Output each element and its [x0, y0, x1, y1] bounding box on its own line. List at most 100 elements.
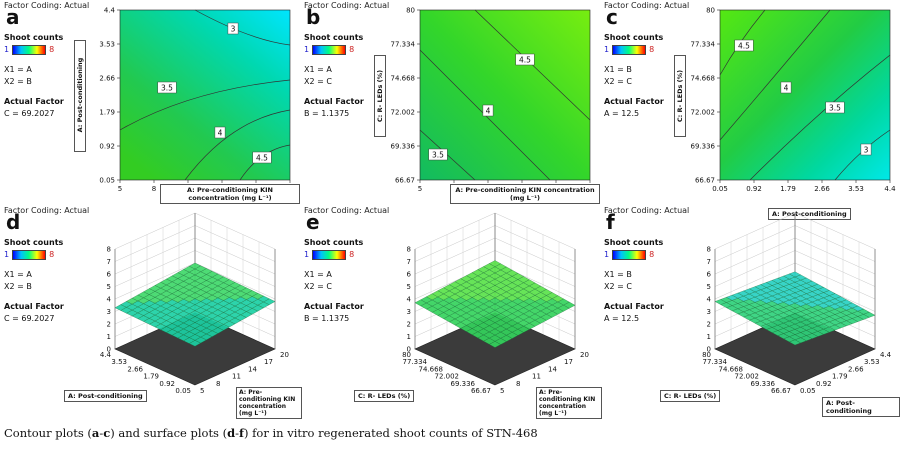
y-tick-label: 3.53 [99, 41, 115, 49]
legend-title: Shoot counts [304, 238, 364, 247]
factor-coding-header: Factor Coding: Actual [604, 206, 690, 215]
svg-text:3.5: 3.5 [829, 104, 841, 113]
actual-factor-value: B = 1.1375 [304, 109, 350, 118]
figure-caption: Contour plots (a-c) and surface plots (d… [4, 426, 538, 440]
y-axis-label-text: C: R- LEDs (%) [664, 392, 717, 400]
factor-coding-header: Factor Coding: Actual [604, 1, 690, 10]
y-tick-label: 1.79 [143, 373, 159, 381]
z-tick-label: 4 [407, 296, 412, 304]
y-tick-label: 74.668 [691, 75, 716, 83]
x-tick-label: 20 [580, 351, 589, 359]
legend-min: 1 [4, 250, 10, 259]
actual-factor-title: Actual Factor [604, 302, 664, 311]
x-tick-label: 0.05 [712, 185, 728, 193]
legend: Shoot counts 1 8 X1 = A X2 = B Actual Fa… [4, 32, 84, 120]
actual-factor-value: C = 69.2027 [4, 314, 55, 323]
legend-max: 8 [649, 45, 655, 54]
z-tick-label: 0 [107, 346, 111, 354]
x-tick-label: 0.05 [800, 387, 816, 395]
x-tick-label: 5 [200, 387, 204, 395]
z-tick-label: 8 [707, 246, 711, 254]
panel-a: Factor Coding: Actual a Shoot counts 1 8… [0, 0, 300, 205]
y-tick-label: 72.002 [691, 109, 716, 117]
z-tick-label: 1 [107, 333, 111, 341]
x-tick-label: 14 [248, 365, 257, 373]
z-tick-label: 7 [107, 258, 111, 266]
caption-f: f [239, 426, 244, 440]
z-tick-label: 3 [707, 308, 711, 316]
z-tick-label: 7 [407, 258, 411, 266]
legend-min: 1 [304, 250, 310, 259]
z-tick-label: 2 [407, 321, 411, 329]
z-tick-label: 8 [407, 246, 411, 254]
y-tick-label: 80 [702, 351, 711, 359]
contour-chart-c: 4.543.53 0.05 0.92 1.79 2.66 3.53 4.4 66.6769… [691, 7, 897, 194]
y-tick-label: 80 [706, 7, 715, 15]
z-tick-label: 3 [107, 308, 111, 316]
panel-b: Factor Coding: Actual b Shoot counts 1 8… [300, 0, 600, 205]
svg-text:4: 4 [218, 129, 223, 138]
surface-chart-f: 0123456780.050.921.792.663.534.466.6769.… [702, 212, 892, 395]
x-tick-label: 11 [532, 373, 541, 381]
x-tick-label: 3.53 [848, 185, 864, 193]
legend-max: 8 [349, 250, 355, 259]
y-tick-label: 77.334 [703, 358, 728, 366]
panel-letter: a [6, 5, 20, 29]
caption-post: ) for in vitro regenerated shoot counts … [244, 426, 538, 440]
contour-labels: 4.5 4 3.5 3 [734, 39, 872, 156]
y-tick-label: 72.002 [435, 373, 460, 381]
y-tick-label: 66.67 [695, 177, 715, 185]
x-axis-label: A: Pre-conditioning KIN concentration (m… [450, 184, 600, 204]
factor-coding-header: Factor Coding: Actual [304, 1, 390, 10]
x-tick-label: 17 [564, 358, 573, 366]
z-tick-label: 5 [107, 283, 111, 291]
x1-label: X1 = A [4, 65, 32, 74]
y-tick-label: 66.67 [471, 387, 491, 395]
x-ticks: 0.050.921.792.663.534.4 [800, 351, 892, 395]
caption-a: a [91, 426, 100, 440]
y-tick-label: 4.4 [100, 351, 112, 359]
x-tick-label: 17 [264, 358, 273, 366]
z-tick-label: 6 [707, 271, 712, 279]
x-axis-label-text: A: Pre-conditioning KIN concentration (m… [455, 186, 595, 202]
svg-text:3: 3 [231, 25, 236, 34]
x2-label: X2 = B [4, 77, 32, 86]
svg-text:3.5: 3.5 [161, 84, 173, 93]
x-axis-label-text: A: Pre-conditioning KIN concentration (m… [239, 389, 296, 417]
legend-title: Shoot counts [4, 33, 64, 42]
contour-labels: 3.5 4 4.5 [428, 53, 535, 161]
caption-dash-2: - [235, 426, 240, 440]
z-tick-label: 4 [107, 296, 112, 304]
y-axis-label: C: R- LEDs (%) [354, 390, 415, 402]
legend-min: 1 [604, 45, 610, 54]
x2-label: X2 = B [4, 282, 32, 291]
legend-title: Shoot counts [604, 238, 664, 247]
actual-factor-value: C = 69.2027 [4, 109, 55, 118]
y-ticks: 66.67 69.336 72.002 74.668 77.334 80 [691, 7, 720, 185]
x2-label: X2 = C [604, 77, 632, 86]
svg-text:4: 4 [486, 107, 491, 116]
color-scale: 1 8 [604, 249, 684, 261]
x-tick-label: 4.4 [884, 185, 896, 193]
y-axis-label-text: A: Post-conditioning [68, 392, 143, 400]
contour-label: 4 [482, 104, 494, 117]
z-tick-label: 7 [707, 258, 711, 266]
y-tick-label: 74.668 [419, 365, 444, 373]
contour-label: 3.5 [428, 148, 448, 161]
panel-letter: e [306, 210, 320, 234]
x2-label: X2 = C [604, 282, 632, 291]
x1-label: X1 = A [304, 65, 332, 74]
y-axis-label: C: R- LEDs (%) [674, 55, 686, 137]
z-tick-label: 1 [707, 333, 711, 341]
panel-letter: c [606, 5, 618, 29]
y-axis-label-text: C: R- LEDs (%) [676, 69, 684, 123]
x-tick-label: 1.79 [780, 185, 796, 193]
x-axis-label: A: Post-conditioning [822, 397, 900, 417]
z-tick-label: 2 [707, 321, 711, 329]
legend: Shoot counts 1 8 X1 = A X2 = B Actual Fa… [4, 237, 84, 325]
y-tick-label: 77.334 [403, 358, 428, 366]
z-tick-label: 0 [707, 346, 711, 354]
x-tick-label: 0.92 [816, 380, 832, 388]
legend: Shoot counts 1 8 X1 = B X2 = C Actual Fa… [604, 32, 684, 120]
